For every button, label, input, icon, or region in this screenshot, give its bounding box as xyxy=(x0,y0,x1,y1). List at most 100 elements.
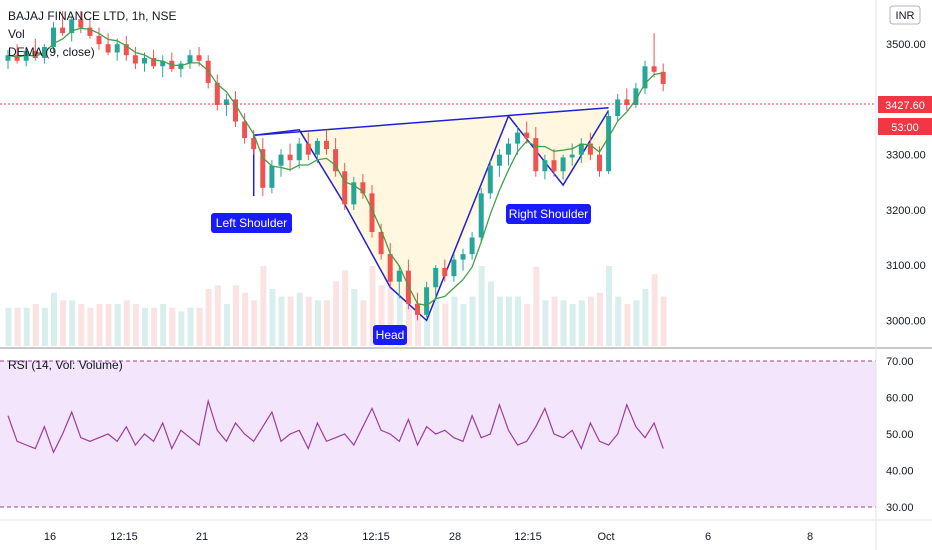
volume-bar xyxy=(196,307,203,346)
right-shoulder-label: Right Shoulder xyxy=(506,204,591,224)
left-shoulder-label: Left Shoulder xyxy=(211,213,292,233)
rsi-axis[interactable]: 30.00 40.00 50.00 60.00 70.00 xyxy=(886,356,914,514)
volume-bar xyxy=(278,296,285,346)
volume-bar xyxy=(342,270,349,346)
candle xyxy=(160,55,166,78)
rsi-tick-label: 60.00 xyxy=(886,392,914,404)
volume-bar xyxy=(242,292,249,346)
volume-bar xyxy=(351,289,358,346)
volume-bar xyxy=(642,289,649,346)
candle xyxy=(487,160,493,199)
candle xyxy=(223,93,229,116)
price-tick-label: 3100.00 xyxy=(886,260,926,272)
candle xyxy=(460,248,466,271)
candlesticks xyxy=(5,11,666,321)
volume-bar xyxy=(105,304,112,346)
time-tick-label: Oct xyxy=(597,531,614,543)
volume-bar xyxy=(360,300,367,346)
candle xyxy=(305,132,311,161)
candle xyxy=(178,60,184,78)
last-price-text: 3427.60 xyxy=(885,100,925,112)
volume-bar xyxy=(487,281,494,346)
volume-bar xyxy=(369,266,376,346)
candle xyxy=(478,187,484,244)
countdown-text: 53:00 xyxy=(891,122,919,134)
time-tick-label: 12:15 xyxy=(362,531,390,543)
volume-bar xyxy=(169,307,176,346)
volume-bars xyxy=(5,266,667,346)
rsi-band xyxy=(0,360,876,508)
candle xyxy=(287,143,293,172)
volume-bar xyxy=(214,285,221,346)
candle xyxy=(469,232,475,260)
candle xyxy=(415,292,420,321)
candle xyxy=(396,265,402,299)
volume-bar xyxy=(624,304,631,346)
price-tick-label: 3500.00 xyxy=(886,39,926,51)
currency-label[interactable]: INR xyxy=(896,10,915,22)
time-axis[interactable]: 16 12:15 21 23 12:15 28 12:15 Oct 6 8 xyxy=(44,531,813,543)
volume-bar xyxy=(578,300,585,346)
time-tick-label: 8 xyxy=(807,531,813,543)
rsi-panel-label[interactable]: RSI (14, Vol: Volume) xyxy=(8,358,123,372)
volume-bar xyxy=(178,311,185,346)
volume-bar xyxy=(560,300,567,346)
countdown-badge: 53:00 xyxy=(878,118,932,135)
volume-bar xyxy=(496,296,503,346)
candle xyxy=(360,174,366,199)
volume-bar xyxy=(633,300,640,346)
volume-bar xyxy=(597,292,603,346)
candle xyxy=(333,138,339,177)
candle xyxy=(260,138,266,197)
candle xyxy=(651,33,657,78)
candle xyxy=(69,16,75,42)
vol-indicator-label[interactable]: Vol xyxy=(8,27,25,41)
candle xyxy=(78,11,84,34)
candle xyxy=(633,82,639,108)
volume-bar xyxy=(142,307,148,346)
volume-bar xyxy=(78,304,85,346)
candle xyxy=(132,46,138,70)
price-tick-label: 3200.00 xyxy=(886,205,926,217)
volume-bar xyxy=(651,274,658,346)
candle xyxy=(569,143,575,166)
candle xyxy=(442,259,448,282)
dema-indicator-label[interactable]: DEMA (9, close) xyxy=(8,45,95,59)
volume-bar xyxy=(60,300,67,346)
candle xyxy=(278,149,284,177)
volume-bar xyxy=(314,300,321,346)
candle xyxy=(369,185,375,238)
volume-bar xyxy=(387,274,394,346)
candle xyxy=(496,149,502,177)
candle xyxy=(387,243,393,288)
volume-bar xyxy=(160,304,167,346)
volume-bar xyxy=(223,304,230,346)
candle xyxy=(60,11,66,36)
volume-bar xyxy=(96,304,103,346)
rsi-line xyxy=(7,398,664,454)
volume-bar xyxy=(41,307,48,346)
volume-bar xyxy=(69,300,76,346)
volume-bar xyxy=(305,296,312,346)
rsi-tick-label: 30.00 xyxy=(886,502,914,514)
candle xyxy=(642,60,648,94)
left-shoulder-text: Left Shoulder xyxy=(216,216,287,230)
volume-bar xyxy=(260,266,267,346)
candle xyxy=(96,27,102,50)
volume-bar xyxy=(123,300,130,346)
candle xyxy=(187,49,193,70)
candle xyxy=(606,110,612,174)
volume-bar xyxy=(378,285,385,346)
symbol-title[interactable]: BAJAJ FINANCE LTD, 1h, NSE xyxy=(8,9,177,23)
pattern-neckline xyxy=(253,106,609,137)
candle xyxy=(314,138,320,163)
candle xyxy=(32,38,38,61)
currency-button[interactable]: INR xyxy=(889,5,921,25)
price-tick-label: 3300.00 xyxy=(886,150,926,162)
volume-bar xyxy=(660,296,667,346)
candle xyxy=(324,129,329,155)
candle xyxy=(433,265,439,299)
volume-bar xyxy=(478,266,485,346)
candle xyxy=(515,127,521,155)
